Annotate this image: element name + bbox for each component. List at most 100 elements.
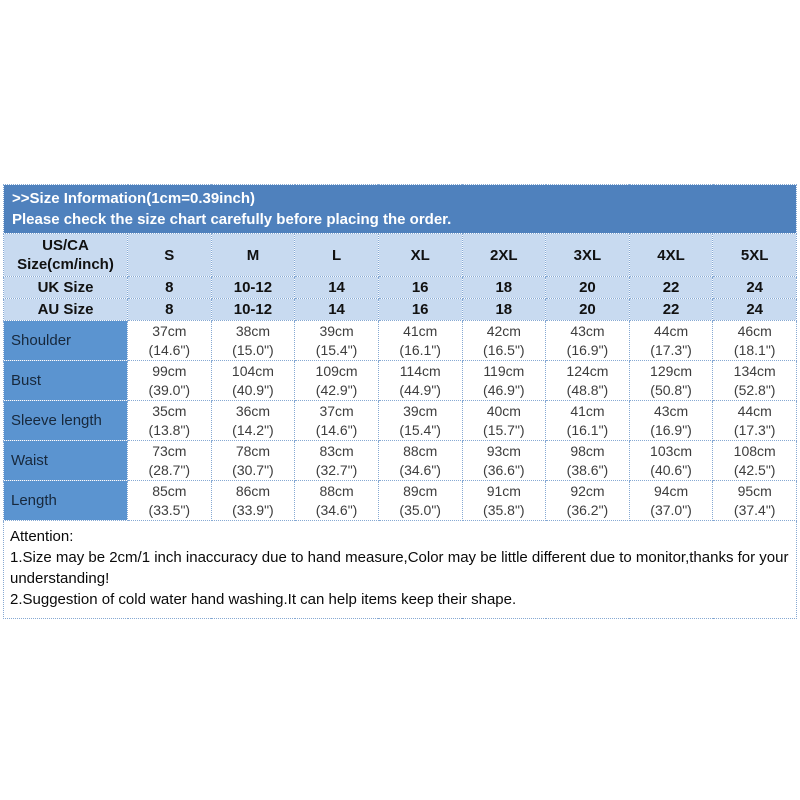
attention-note-2: 2.Suggestion of cold water hand washing.… bbox=[10, 591, 517, 608]
measure-inch: (37.0") bbox=[650, 501, 692, 518]
sleeve-cell: 36cm (14.2") bbox=[210, 400, 296, 441]
measure-inch: (37.4") bbox=[733, 501, 776, 518]
measure-cm: 95cm bbox=[737, 482, 772, 499]
uk-size-value: 8 bbox=[127, 276, 212, 299]
length-cell: 92cm (36.2") bbox=[545, 480, 630, 521]
length-cell: 95cm (37.4") bbox=[712, 480, 797, 521]
measure-inch: (42.5") bbox=[733, 461, 776, 478]
bust-cell: 129cm (50.8") bbox=[628, 360, 714, 401]
attention-title: Attention: bbox=[10, 528, 74, 545]
measure-inch: (38.6") bbox=[566, 461, 609, 478]
bust-cell: 124cm (48.8") bbox=[545, 360, 630, 401]
measure-cm: 39cm bbox=[319, 322, 354, 339]
measure-cm: 109cm bbox=[315, 362, 358, 379]
bust-row: Bust 99cm (39.0") 104cm (40.9") 109cm (42.9… bbox=[3, 360, 797, 401]
measure-inch: (44.9") bbox=[399, 381, 441, 398]
length-cell: 86cm (33.9") bbox=[210, 480, 296, 521]
measure-cm: 93cm bbox=[486, 442, 521, 459]
attention-cell: Attention: 1.Size may be 2cm/1 inch inac… bbox=[3, 520, 797, 619]
banner-cell: >>Size Information(1cm=0.39inch) Please … bbox=[3, 184, 797, 234]
measure-inch: (34.6") bbox=[315, 501, 358, 518]
measure-cm: 91cm bbox=[486, 482, 521, 499]
sleeve-cell: 41cm (16.1") bbox=[545, 400, 630, 441]
measure-cm: 86cm bbox=[235, 482, 271, 499]
measure-cm: 134cm bbox=[733, 362, 776, 379]
measure-cm: 41cm bbox=[570, 402, 605, 419]
measure-cm: 124cm bbox=[566, 362, 609, 379]
measure-inch: (16.5") bbox=[483, 341, 525, 358]
shoulder-cell: 39cm (15.4") bbox=[294, 320, 379, 361]
measure-inch: (34.6") bbox=[399, 461, 441, 478]
bust-label: Bust bbox=[3, 360, 128, 401]
measure-inch: (42.9") bbox=[315, 381, 358, 398]
waist-cell: 98cm (38.6") bbox=[545, 440, 630, 481]
measure-inch: (30.7") bbox=[232, 461, 274, 478]
measure-inch: (16.1") bbox=[399, 341, 441, 358]
size-header-xl: XL bbox=[377, 233, 463, 277]
uk-size-value: 14 bbox=[294, 276, 379, 299]
banner-title: >>Size Information(1cm=0.39inch) bbox=[12, 190, 255, 207]
measure-inch: (15.7") bbox=[483, 421, 525, 438]
au-size-value: 14 bbox=[294, 298, 379, 321]
measure-inch: (35.0") bbox=[399, 501, 441, 518]
measure-inch: (17.3") bbox=[650, 341, 692, 358]
measure-cm: 36cm bbox=[235, 402, 271, 419]
measure-cm: 38cm bbox=[235, 322, 271, 339]
length-label: Length bbox=[3, 480, 128, 521]
uk-size-value: 24 bbox=[712, 276, 797, 299]
sleeve-cell: 39cm (15.4") bbox=[377, 400, 463, 441]
shoulder-cell: 41cm (16.1") bbox=[377, 320, 463, 361]
size-chart-table-wrap: >>Size Information(1cm=0.39inch) Please … bbox=[3, 184, 797, 619]
au-size-value: 8 bbox=[127, 298, 212, 321]
measure-inch: (32.7") bbox=[315, 461, 358, 478]
sleeve-cell: 37cm (14.6") bbox=[294, 400, 379, 441]
waist-cell: 88cm (34.6") bbox=[377, 440, 463, 481]
measure-inch: (14.6") bbox=[148, 341, 191, 358]
attention-note-1: 1.Size may be 2cm/1 inch inaccuracy due … bbox=[10, 549, 789, 587]
shoulder-cell: 44cm (17.3") bbox=[628, 320, 714, 361]
measure-inch: (28.7") bbox=[148, 461, 191, 478]
length-cell: 89cm (35.0") bbox=[377, 480, 463, 521]
measure-inch: (33.5") bbox=[148, 501, 191, 518]
shoulder-label: Shoulder bbox=[3, 320, 128, 361]
measure-inch: (39.0") bbox=[148, 381, 191, 398]
measure-inch: (17.3") bbox=[733, 421, 776, 438]
waist-cell: 103cm (40.6") bbox=[628, 440, 714, 481]
size-header-row: US/CA Size(cm/inch) S M L XL 2XL 3XL 4XL… bbox=[3, 233, 797, 277]
measure-inch: (48.8") bbox=[566, 381, 609, 398]
measure-cm: 119cm bbox=[483, 362, 525, 379]
size-header-2xl: 2XL bbox=[461, 233, 547, 277]
measure-inch: (46.9") bbox=[483, 381, 525, 398]
length-cell: 91cm (35.8") bbox=[461, 480, 547, 521]
measure-inch: (36.6") bbox=[483, 461, 525, 478]
shoulder-cell: 37cm (14.6") bbox=[127, 320, 212, 361]
uk-size-value: 22 bbox=[628, 276, 714, 299]
measure-cm: 42cm bbox=[486, 322, 521, 339]
length-cell: 94cm (37.0") bbox=[628, 480, 714, 521]
size-header-m: M bbox=[210, 233, 296, 277]
corner-header-cell: US/CA Size(cm/inch) bbox=[3, 233, 128, 277]
sleeve-cell: 43cm (16.9") bbox=[628, 400, 714, 441]
measure-cm: 114cm bbox=[399, 362, 441, 379]
bust-cell: 134cm (52.8") bbox=[712, 360, 797, 401]
measure-cm: 39cm bbox=[403, 402, 438, 419]
sleeve-row: Sleeve length 35cm (13.8") 36cm (14.2") 37… bbox=[3, 400, 797, 441]
measure-inch: (50.8") bbox=[650, 381, 692, 398]
measure-cm: 85cm bbox=[152, 482, 187, 499]
au-size-label: AU Size bbox=[3, 298, 128, 321]
measure-inch: (13.8") bbox=[148, 421, 191, 438]
size-header-4xl: 4XL bbox=[628, 233, 714, 277]
size-header-3xl: 3XL bbox=[545, 233, 630, 277]
sleeve-label: Sleeve length bbox=[3, 400, 128, 441]
bust-cell: 109cm (42.9") bbox=[294, 360, 379, 401]
measure-inch: (15.0") bbox=[232, 341, 274, 358]
au-size-value: 20 bbox=[545, 298, 630, 321]
shoulder-row: Shoulder 37cm (14.6") 38cm (15.0") 39cm (15… bbox=[3, 320, 797, 361]
measure-inch: (52.8") bbox=[733, 381, 776, 398]
uk-size-value: 18 bbox=[461, 276, 547, 299]
measure-cm: 40cm bbox=[486, 402, 521, 419]
measure-inch: (40.9") bbox=[232, 381, 274, 398]
attention-row: Attention: 1.Size may be 2cm/1 inch inac… bbox=[3, 520, 797, 619]
measure-cm: 43cm bbox=[570, 322, 605, 339]
